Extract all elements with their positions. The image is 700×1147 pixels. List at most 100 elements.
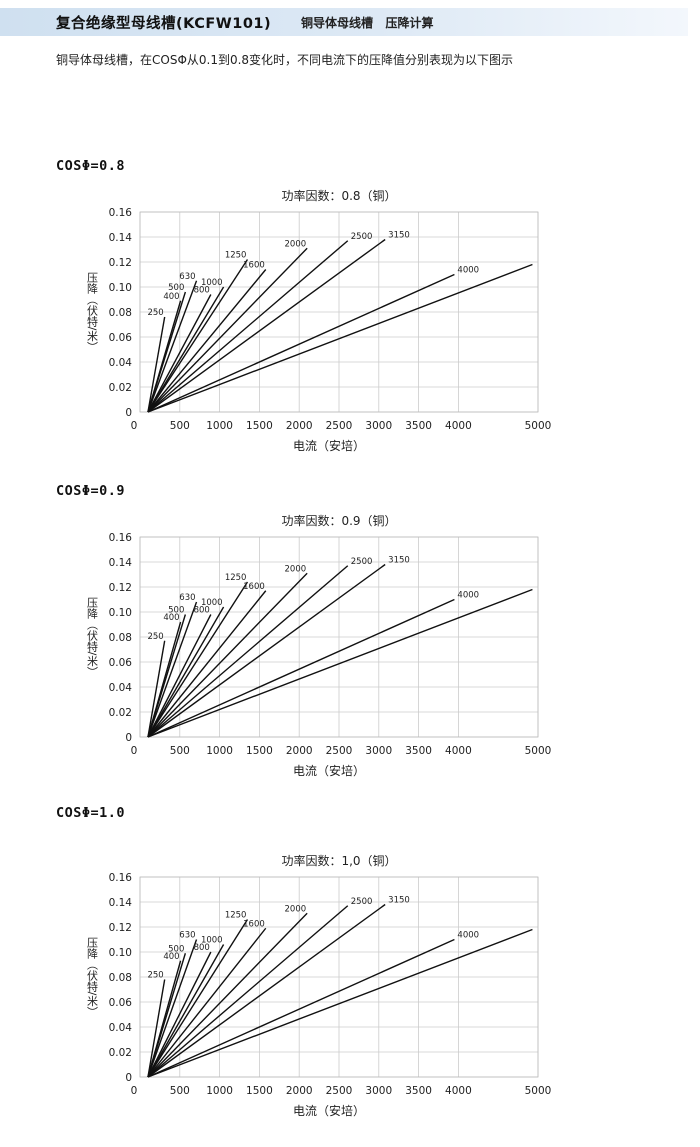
header-bar: [0, 8, 688, 36]
series-label: 3150: [388, 556, 410, 566]
intro-text: 铜导体母线槽，在COSΦ从0.1到0.8变化时，不同电流下的压降值分别表现为以下…: [56, 53, 514, 67]
series-line: [147, 939, 198, 1078]
x-tick-label: 2500: [326, 745, 353, 757]
y-tick-label: 0: [125, 732, 132, 744]
series-label: 630: [179, 272, 195, 282]
x-tick-label: 0: [131, 1085, 138, 1097]
y-tick-label: 0.04: [109, 357, 133, 369]
series-line: [147, 563, 386, 738]
series-line: [147, 928, 533, 1078]
series-label: 500: [168, 606, 184, 616]
x-tick-label: 500: [170, 745, 190, 757]
series-line: [147, 912, 308, 1078]
series-label: 800: [194, 286, 210, 296]
series-line: [147, 903, 386, 1078]
series-line: [147, 951, 212, 1078]
y-tick-label: 0.16: [109, 207, 133, 219]
y-tick-label: 0.14: [109, 897, 133, 909]
y-tick-label: 0.08: [109, 632, 132, 644]
y-tick-label: 0.10: [109, 607, 132, 619]
x-tick-label: 4000: [445, 1085, 472, 1097]
voltage-drop-chart-1: 功率因数：0.9（铜） 0 0.02 0.04 0.06 0.08 0.10 0.12 0.14…: [86, 513, 552, 778]
y-axis-label: 压降（伏特/米）: [86, 936, 99, 1017]
series-label: 1250: [225, 911, 247, 921]
x-tick-label: 5000: [525, 420, 552, 432]
series-label: 630: [179, 931, 195, 941]
series-line: [147, 601, 198, 738]
cos-label-1: COSΦ=0.9: [56, 483, 126, 499]
y-tick-label: 0: [125, 1072, 132, 1084]
series-line: [147, 927, 267, 1078]
x-tick-label: 2500: [326, 420, 353, 432]
series-label: 4000: [457, 591, 479, 601]
x-tick-label: 1500: [246, 745, 273, 757]
y-tick-label: 0.02: [109, 1047, 132, 1059]
series-line: [147, 273, 455, 413]
series-label: 1000: [201, 598, 223, 608]
series-label: 400: [163, 613, 179, 623]
series-label: 400: [163, 952, 179, 962]
series-line: [147, 590, 267, 738]
series-label: 1600: [243, 261, 265, 271]
series-label: 1000: [201, 278, 223, 288]
y-tick-label: 0.16: [109, 532, 133, 544]
y-tick-label: 0.04: [109, 682, 133, 694]
y-tick-label: 0.06: [109, 332, 133, 344]
series-label: 2000: [285, 564, 307, 574]
series-line: [147, 247, 308, 413]
x-tick-label: 2000: [286, 745, 313, 757]
y-tick-label: 0: [125, 407, 132, 419]
x-tick-label: 500: [170, 420, 190, 432]
series-label: 3150: [388, 896, 410, 906]
series-line: [147, 269, 267, 413]
x-tick-label: 1000: [206, 420, 233, 432]
y-tick-label: 0.14: [109, 557, 133, 569]
y-tick-label: 0.10: [109, 947, 132, 959]
x-tick-label: 5000: [525, 745, 552, 757]
series-line: [147, 572, 308, 738]
series-label: 500: [168, 944, 184, 954]
series-label: 400: [163, 292, 179, 302]
x-tick-label: 5000: [525, 1085, 552, 1097]
series-label: 1600: [243, 919, 265, 929]
series-label: 2000: [285, 239, 307, 249]
series-label: 3150: [388, 231, 410, 241]
chart-title: 功率因数：1,0（铜）: [281, 853, 396, 868]
plot-frame: [139, 211, 539, 413]
x-tick-label: 2000: [286, 1085, 313, 1097]
series-label: 1250: [225, 251, 247, 261]
x-tick-label: 0: [131, 745, 138, 757]
series-label: 1250: [225, 573, 247, 583]
plot-frame: [139, 536, 539, 738]
x-tick-label: 1000: [206, 745, 233, 757]
series-label: 630: [179, 593, 195, 603]
x-tick-label: 3000: [365, 1085, 392, 1097]
x-tick-label: 4000: [445, 420, 472, 432]
series-line: [147, 640, 166, 738]
x-tick-label: 1500: [246, 1085, 273, 1097]
series-label: 2500: [351, 232, 373, 242]
x-tick-label: 2000: [286, 420, 313, 432]
series-label: 250: [147, 632, 163, 642]
series-line: [147, 953, 187, 1078]
series-line: [147, 316, 166, 413]
series-line: [147, 606, 225, 738]
series-label: 1600: [243, 582, 265, 592]
series-label: 800: [194, 943, 210, 953]
y-axis-label: 压降（伏特/米）: [86, 271, 99, 352]
series-label: 1000: [201, 936, 223, 946]
plot-frame: [139, 876, 539, 1078]
series-line: [147, 598, 455, 738]
x-tick-label: 1500: [246, 420, 273, 432]
series-line: [147, 979, 166, 1078]
series-label: 2500: [351, 897, 373, 907]
y-tick-label: 0.02: [109, 707, 132, 719]
series-line: [147, 565, 349, 738]
series-line: [147, 919, 249, 1078]
y-tick-label: 0.16: [109, 872, 133, 884]
series-line: [147, 263, 533, 413]
page-subtitle: 铜导体母线槽 压降计算: [301, 16, 434, 30]
x-tick-label: 3500: [405, 420, 432, 432]
series-label: 800: [194, 606, 210, 616]
series-line: [147, 614, 212, 738]
